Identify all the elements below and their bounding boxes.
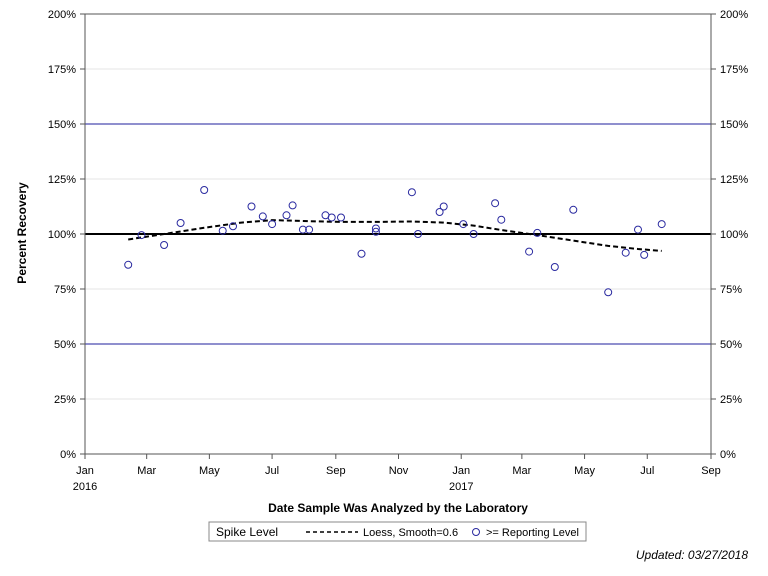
- y-tick-label: 50%: [720, 339, 742, 351]
- x-tick-label: May: [199, 465, 220, 477]
- legend-circle-symbol: [472, 528, 480, 536]
- data-point: [298, 225, 307, 234]
- data-point: [621, 248, 630, 257]
- data-point: [200, 186, 209, 194]
- data-point: [497, 215, 506, 224]
- y-axis-title: Percent Recovery: [15, 182, 29, 284]
- data-point: [218, 226, 227, 235]
- data-point: [268, 220, 277, 229]
- y-tick-label: 150%: [720, 119, 748, 131]
- data-point: [371, 227, 380, 236]
- data-point: [569, 205, 578, 214]
- y-tick-label: 0%: [60, 449, 76, 461]
- x-tick-label: Sep: [326, 465, 346, 477]
- y-tick-label: 200%: [720, 9, 748, 21]
- scatter-series: [124, 186, 666, 297]
- x-tick-label: Jan: [76, 465, 94, 477]
- loess-line: [128, 219, 662, 252]
- data-point: [469, 230, 478, 238]
- legend-title: Spike Level: [216, 525, 278, 539]
- legend-circle-label: >= Reporting Level: [486, 527, 579, 539]
- x-axis: Jan 2016 Mar May Jul Sep Nov Jan 2017 Mar May Jul Se…: [73, 454, 721, 493]
- data-point: [459, 220, 468, 229]
- y-axis-left: 0% 25% 50% 75% 100% 125% 150% 175% 200%: [48, 9, 85, 461]
- x-tick-label: Jul: [265, 465, 279, 477]
- y-axis-right: 0% 25% 50% 75% 100% 125% 150% 175% 200%: [711, 9, 748, 461]
- data-point: [414, 230, 422, 238]
- data-point: [288, 201, 297, 210]
- x-tick-label: Nov: [389, 465, 409, 477]
- updated-footnote: Updated: 03/27/2018: [635, 548, 748, 562]
- y-tick-label: 150%: [48, 119, 76, 131]
- x-tick-label: May: [574, 465, 595, 477]
- data-point: [550, 263, 559, 271]
- x-tick-year-label: 2016: [73, 481, 97, 493]
- x-tick-label: Jul: [640, 465, 654, 477]
- data-point: [258, 212, 267, 221]
- data-point: [533, 228, 542, 237]
- y-tick-label: 100%: [48, 229, 76, 241]
- y-tick-label: 175%: [48, 64, 76, 76]
- y-tick-label: 75%: [54, 284, 76, 296]
- data-point: [640, 250, 649, 259]
- data-point: [282, 211, 291, 220]
- data-point: [439, 202, 448, 211]
- data-point: [407, 188, 416, 197]
- y-tick-label: 25%: [720, 394, 742, 406]
- x-tick-label: Sep: [701, 465, 721, 477]
- y-tick-label: 50%: [54, 339, 76, 351]
- data-point: [247, 202, 256, 211]
- legend-box: [208, 521, 587, 542]
- y-tick-label: 75%: [720, 284, 742, 296]
- data-point: [137, 231, 146, 240]
- x-tick-year-label: 2017: [449, 481, 473, 493]
- data-point: [337, 213, 345, 222]
- data-point: [371, 224, 380, 233]
- data-point: [160, 241, 169, 249]
- y-tick-label: 200%: [48, 9, 76, 21]
- data-point: [634, 225, 642, 234]
- y-tick-label: 125%: [48, 174, 76, 186]
- y-tick-label: 125%: [720, 174, 748, 186]
- y-tick-label: 100%: [720, 229, 748, 241]
- loess-series: [128, 219, 662, 252]
- x-axis-title: Date Sample Was Analyzed by the Laborato…: [268, 501, 528, 515]
- legend-loess-label: Loess, Smooth=0.6: [363, 527, 458, 539]
- data-point: [124, 260, 133, 269]
- reference-lines: [85, 123, 711, 345]
- data-point: [176, 219, 185, 227]
- data-point: [229, 222, 237, 231]
- legend: Spike Level Loess, Smooth=0.6 >= Reporti…: [208, 521, 587, 542]
- data-point: [305, 225, 314, 234]
- x-tick-label: Mar: [137, 465, 156, 477]
- data-point: [525, 247, 534, 256]
- y-tick-label: 175%: [720, 64, 748, 76]
- data-point: [327, 213, 336, 222]
- y-tick-label: 25%: [54, 394, 76, 406]
- data-point: [657, 220, 666, 229]
- x-tick-label: Mar: [512, 465, 531, 477]
- y-tick-label: 0%: [720, 449, 736, 461]
- data-point: [604, 288, 613, 297]
- x-tick-label: Jan: [452, 465, 470, 477]
- data-point: [435, 208, 444, 216]
- data-point: [357, 249, 366, 258]
- data-point: [491, 199, 500, 208]
